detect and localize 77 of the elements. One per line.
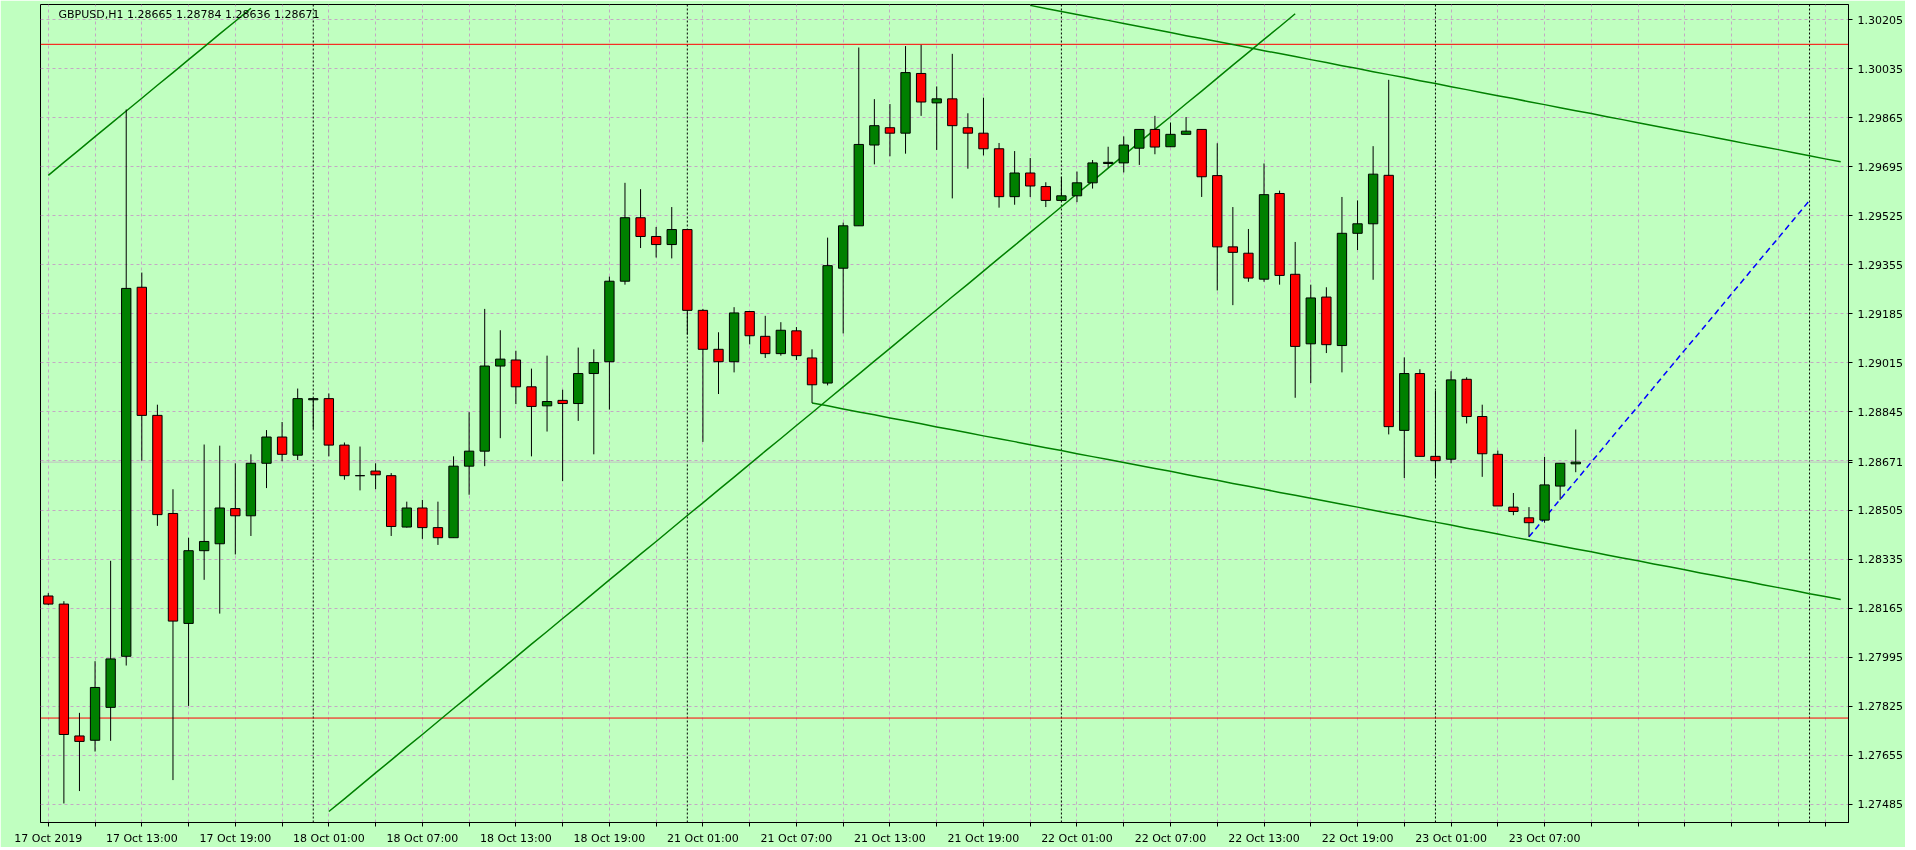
candlestick [401, 501, 412, 529]
candlestick [495, 329, 506, 439]
candlestick [354, 446, 366, 491]
candlestick [1118, 135, 1129, 173]
y-tick-label: 1.30205 [1857, 13, 1903, 27]
candlestick [432, 501, 444, 546]
line-series [1528, 199, 1811, 538]
y-tick-label: 1.28165 [1857, 602, 1903, 616]
candlestick [1227, 206, 1239, 306]
candlestick [1087, 159, 1098, 190]
y-tick-label: 1.29865 [1857, 111, 1903, 125]
candlestick [650, 226, 662, 259]
y-tick-label: 1.27825 [1857, 700, 1903, 714]
x-tick-label: 23 Oct 01:00 [1415, 831, 1487, 845]
x-tick-label: 22 Oct 19:00 [1321, 831, 1394, 845]
candlestick [588, 348, 599, 455]
candlestick [1040, 181, 1051, 208]
candlestick [557, 389, 568, 482]
x-tick-label: 22 Oct 13:00 [1228, 831, 1300, 845]
candlestick [1071, 171, 1083, 203]
candlestick [276, 421, 288, 462]
candlestick [1165, 122, 1176, 148]
y-tick-label: 1.29015 [1857, 356, 1903, 370]
x-tick-label: 18 Oct 01:00 [292, 831, 365, 845]
candlestick [666, 206, 677, 259]
y-tick-label: 1.27655 [1857, 749, 1903, 763]
candlestick [931, 85, 942, 151]
candlestick [760, 315, 771, 359]
x-tick-label: 22 Oct 01:00 [1041, 831, 1113, 845]
candlestick [713, 331, 724, 395]
x-tick-label: 17 Oct 2019 [14, 831, 83, 845]
y-tick-label: 1.28335 [1857, 553, 1903, 567]
y-tick-label: 1.29525 [1857, 209, 1903, 223]
y-tick-label: 1.28845 [1857, 405, 1903, 419]
candlestick [1352, 199, 1363, 251]
y-tick-label: 1.27485 [1857, 798, 1903, 812]
x-tick-label: 18 Oct 07:00 [386, 831, 459, 845]
candlestick [1570, 429, 1581, 473]
candlestick [1025, 157, 1036, 198]
candlestick [417, 499, 428, 540]
x-tick-label: 18 Oct 19:00 [573, 831, 646, 845]
candlestick [869, 98, 880, 165]
candlestick [198, 444, 210, 581]
x-tick-label: 21 Oct 01:00 [667, 831, 739, 845]
candlestick [370, 462, 381, 490]
candlestick [1554, 462, 1566, 501]
candlestick [1102, 146, 1114, 169]
candlestick [463, 411, 475, 496]
candlestick [526, 368, 537, 457]
x-tick-label: 21 Oct 19:00 [947, 831, 1020, 845]
x-tick-label: 22 Oct 07:00 [1134, 831, 1207, 845]
candlestick [1149, 115, 1161, 155]
candlestick [884, 103, 896, 157]
candlestick [1009, 150, 1020, 206]
x-tick-label: 17 Oct 13:00 [105, 831, 178, 845]
x-tick-label: 21 Oct 13:00 [854, 831, 926, 845]
x-tick-label: 18 Oct 13:00 [480, 831, 552, 845]
y-tick-label: 1.29355 [1857, 258, 1903, 272]
y-tick-label: 1.29185 [1857, 307, 1903, 321]
y-tick-label: 1.28505 [1857, 504, 1903, 518]
candlestick [962, 112, 974, 170]
candlestick [230, 462, 241, 555]
y-tick-label: 1.30035 [1857, 62, 1903, 76]
candlestick [1508, 492, 1519, 516]
x-tick-label: 23 Oct 07:00 [1508, 831, 1581, 845]
x-tick-label: 17 Oct 19:00 [199, 831, 272, 845]
candlestick [1523, 506, 1535, 538]
candlestick [978, 97, 989, 156]
y-tick-label: 1.27995 [1857, 651, 1903, 665]
y-tick-label: 1.29695 [1857, 160, 1903, 174]
candlestick [635, 188, 646, 249]
candlestick [775, 321, 787, 357]
candlestick [1180, 116, 1192, 135]
candlestick [541, 355, 553, 433]
x-tick-label: 21 Oct 07:00 [760, 831, 833, 845]
ref-line-label: 1.28671 [1857, 456, 1903, 470]
candlestick [1134, 128, 1145, 166]
